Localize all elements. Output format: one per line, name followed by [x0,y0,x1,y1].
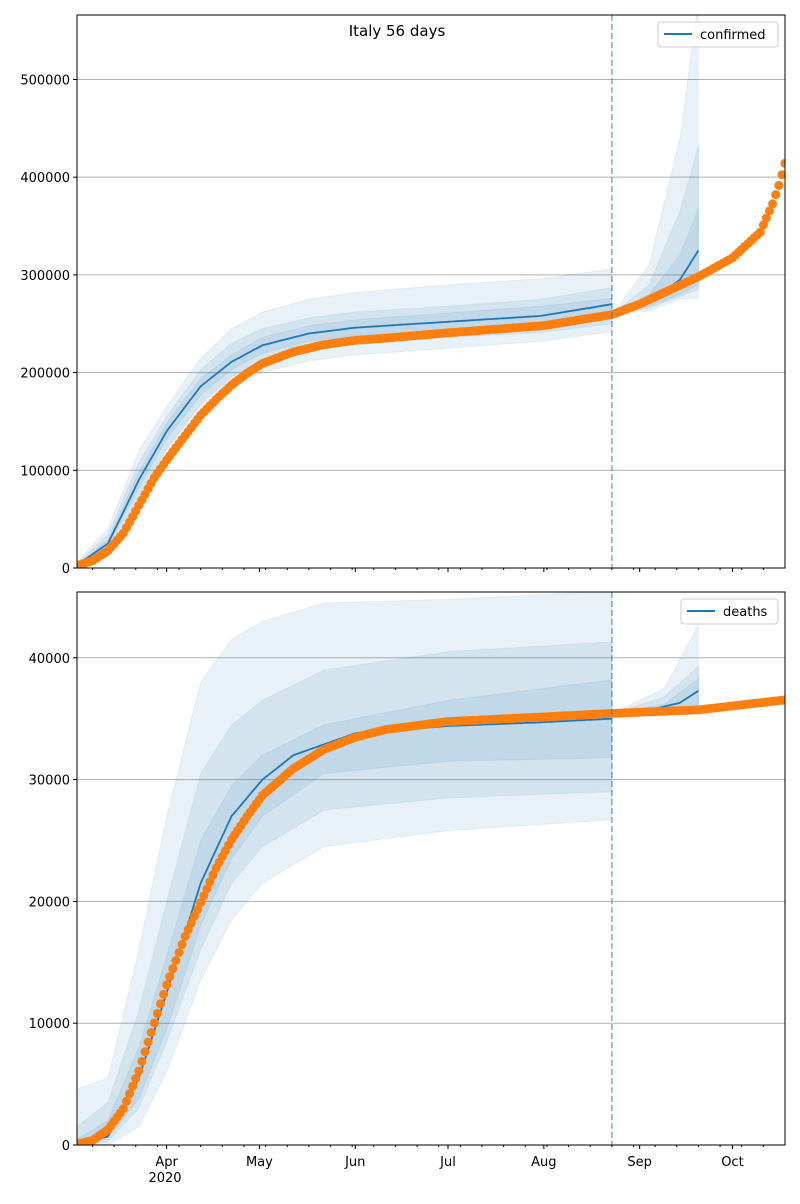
observed-point [180,931,190,941]
y-tick-label: 0 [62,1139,70,1154]
deaths-panel: 0 10000 20000 30000 40000 Apr May Jun Jul Aug Sep O… [29,591,786,1170]
plot-area [77,15,785,568]
observed-point [118,1104,128,1114]
observed-point [777,170,785,180]
observed-point [765,206,774,216]
x-tick-label: Apr [155,1155,178,1170]
y-tick-label: 200000 [20,367,70,382]
observed-point [156,999,165,1009]
observed-point [780,695,785,705]
legend-box [657,21,779,48]
fit-median-line [77,303,613,566]
y-tick-label: 400000 [20,171,70,186]
observed-point [780,158,785,168]
observed-point [165,972,175,982]
observed-point [143,1037,153,1047]
legend-label: deaths [723,605,768,620]
legend: deaths [680,598,779,625]
observed-point [774,180,784,190]
y-tick-label: 0 [62,562,70,577]
observed-point [140,1047,150,1057]
observed-point [183,925,193,935]
y-tick-label: 100000 [20,464,70,479]
legend: confirmed [657,21,779,48]
y-tick-label: 10000 [29,1017,70,1032]
observed-point [196,898,206,908]
observed-point [137,1056,147,1066]
observed-point [162,980,172,990]
observed-point [755,227,765,237]
forecast-band-1 [611,145,699,316]
y-tick-label: 20000 [29,895,70,910]
chart-title: Italy 56 days [349,22,446,40]
observed-point [152,1008,162,1018]
x-year-label: 2020 [148,1171,181,1186]
plot-area [77,592,785,1145]
y-tick-label: 300000 [20,269,70,284]
observed-point [193,904,203,914]
observed-point [149,1018,159,1028]
observed-point [771,190,781,200]
observed-point [768,199,778,209]
observed-point [168,964,178,974]
observed-point [174,948,184,957]
observed-point [202,884,212,894]
observed-point [761,213,771,223]
observed-point [125,1089,135,1099]
observed-point [186,918,196,928]
x-tick-label: May [246,1155,273,1170]
observed-point [131,1074,141,1083]
observed-point [122,1096,131,1106]
observed-point [171,956,181,966]
observed-point [199,891,209,901]
observed-point [128,1081,138,1091]
legend-label: confirmed [700,28,766,43]
observed-point [134,1066,144,1076]
y-tick-label: 500000 [20,73,70,88]
axes-frame [76,591,786,1146]
axes-frame [76,14,786,569]
observed-point [159,989,169,999]
confirmed-panel: 0 100000 200000 300000 400000 500000 confirmed [20,14,786,577]
y-tick-label: 40000 [29,652,70,667]
observed-point [146,1028,156,1037]
x-tick-label: Aug [531,1155,556,1170]
observed-point [208,870,218,880]
x-tick-label: Sep [627,1155,652,1170]
observed-point [205,877,215,887]
x-tick-label: Oct [721,1155,743,1170]
observed-point [758,220,768,230]
legend-box [680,598,779,625]
forecast-band-0 [610,15,699,316]
observed-point [177,939,187,949]
x-tick-label: Jul [439,1155,456,1170]
observed-point [190,911,199,921]
x-tick-label: Jun [344,1155,365,1170]
y-tick-label: 30000 [29,774,70,789]
